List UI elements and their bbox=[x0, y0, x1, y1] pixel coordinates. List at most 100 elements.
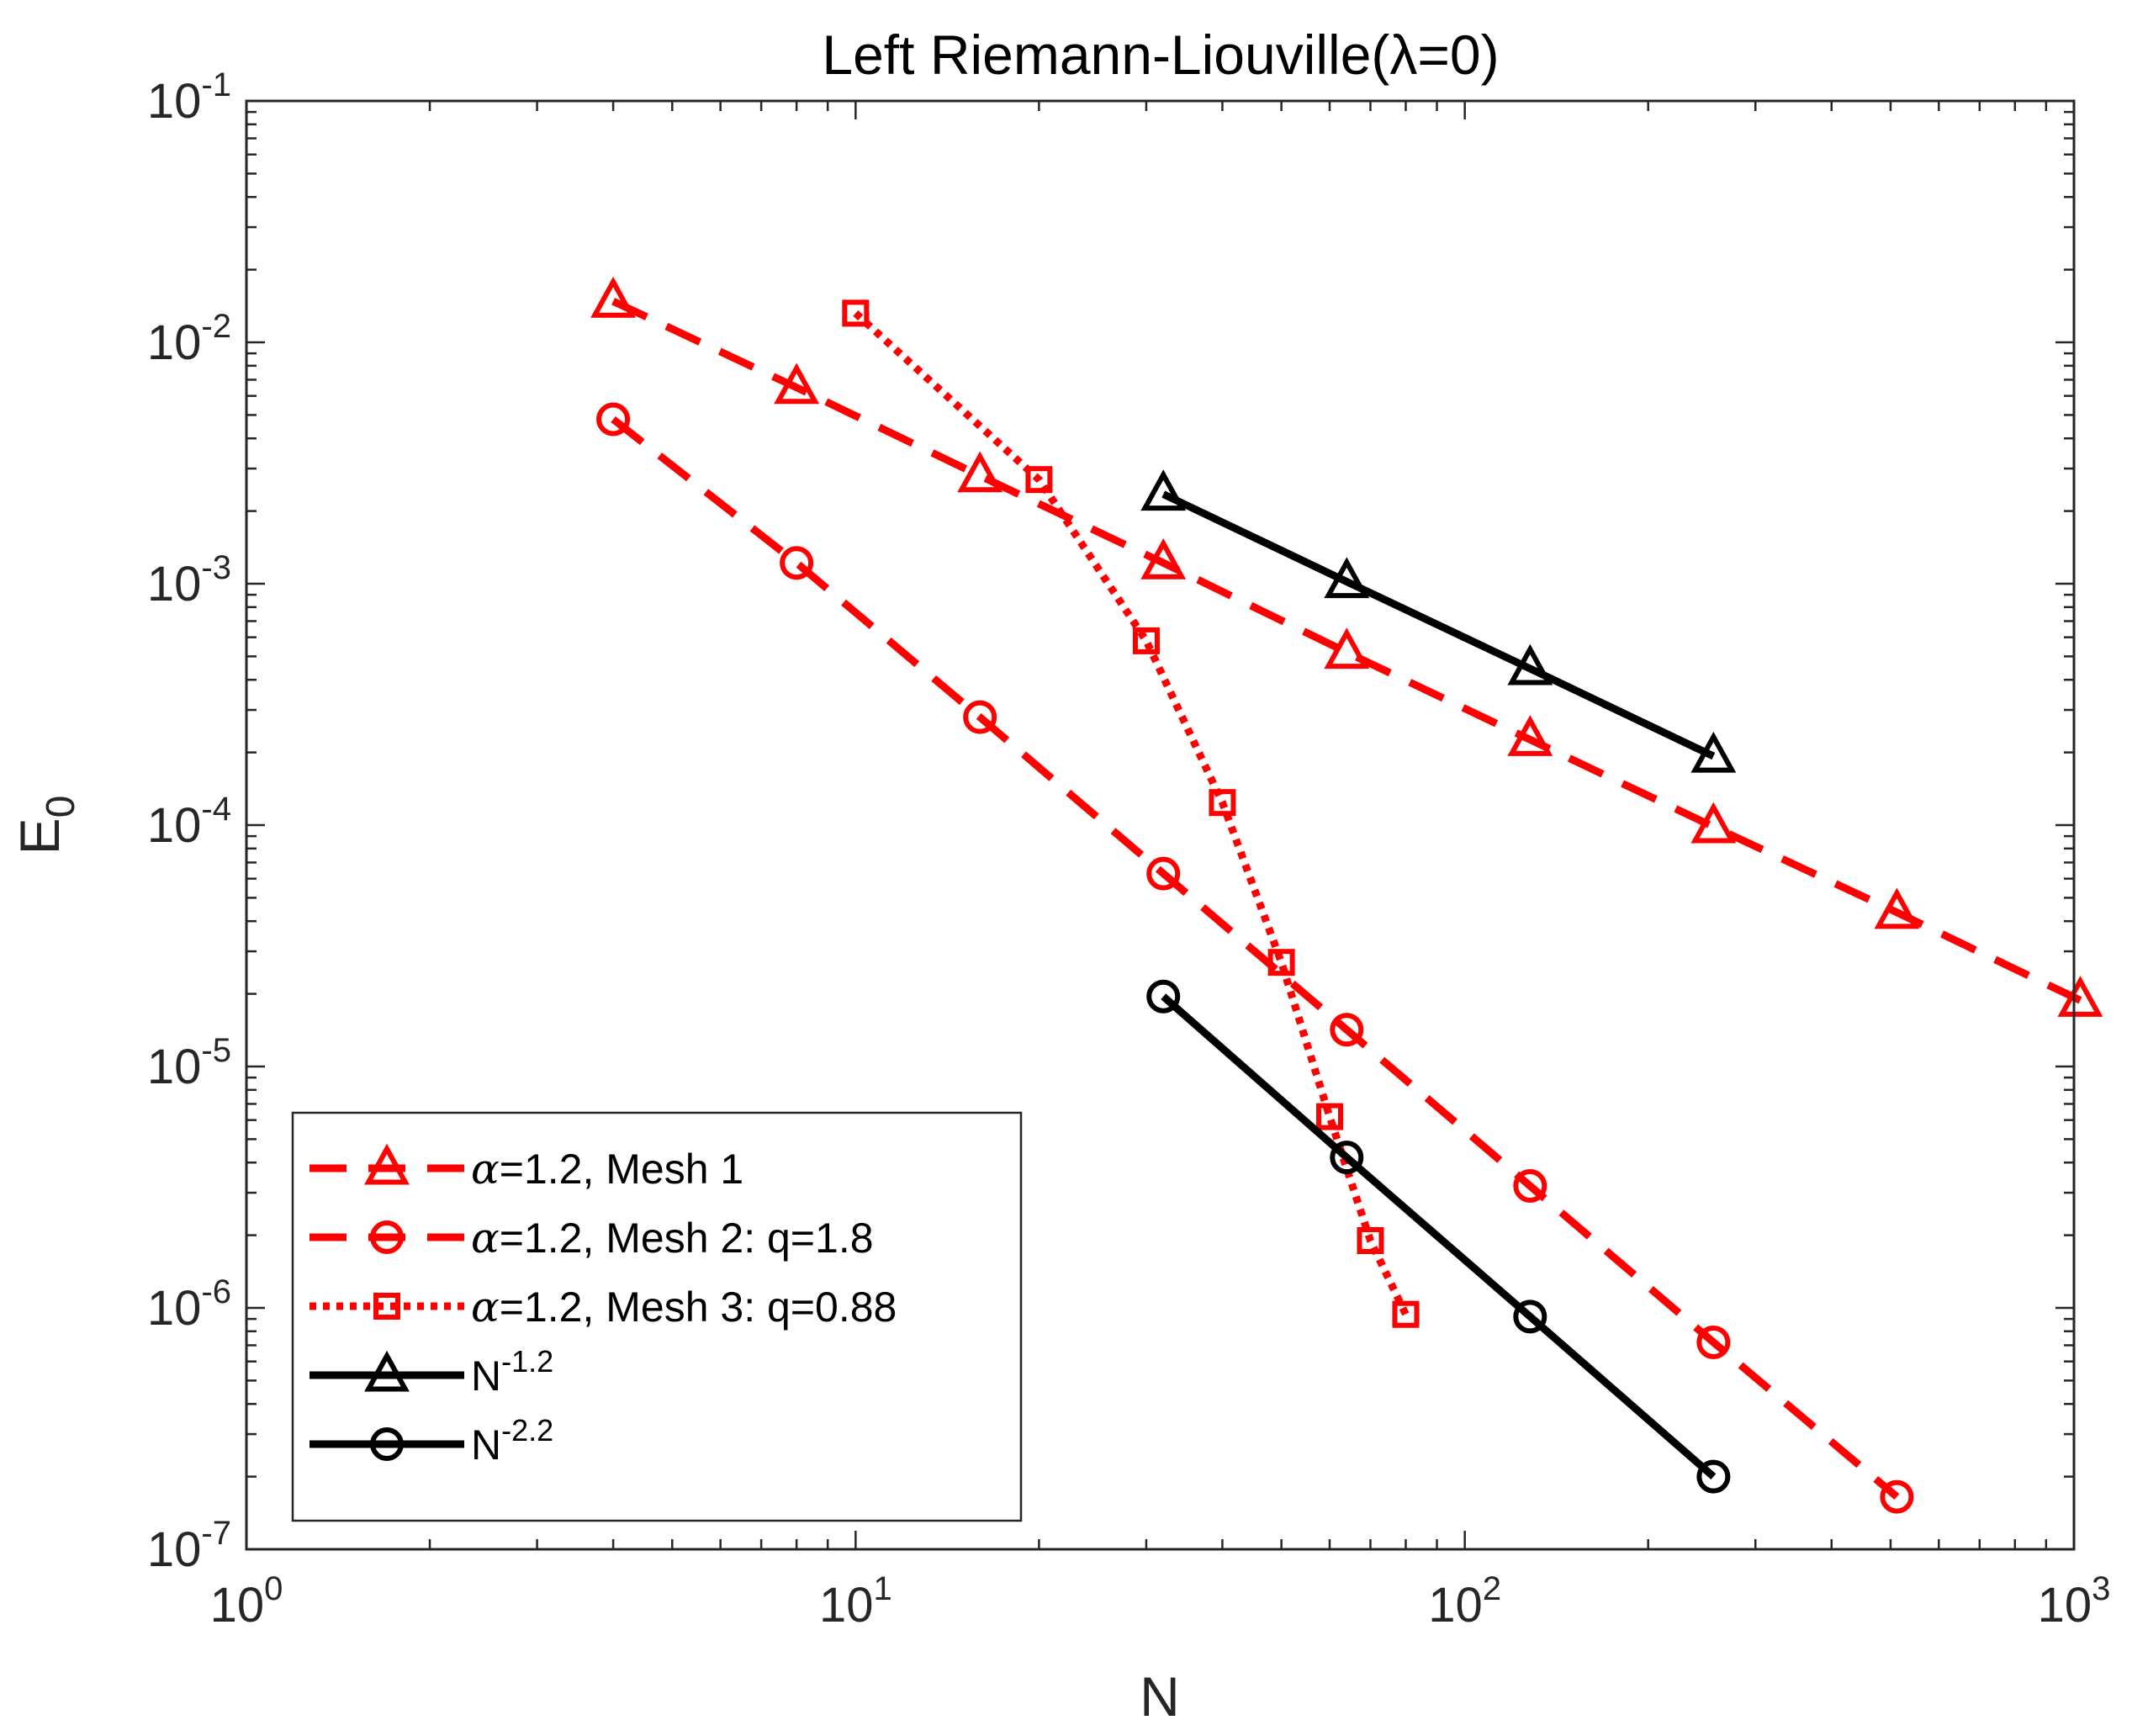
y-tick-label: 10-1 bbox=[147, 66, 231, 129]
chart-title: Left Riemann-Liouville(λ=0) bbox=[822, 24, 1499, 86]
y-tick-exponent: -3 bbox=[201, 549, 231, 586]
legend-item: α=1.2, Mesh 1 bbox=[309, 1143, 743, 1194]
series-3-point bbox=[1209, 789, 1236, 817]
legend: α=1.2, Mesh 1α=1.2, Mesh 2: q=1.8α=1.2, … bbox=[291, 1111, 1023, 1522]
legend-label-exponent: -2.2 bbox=[501, 1413, 553, 1448]
legend-marker bbox=[370, 1427, 404, 1461]
series-1-point bbox=[1507, 715, 1553, 756]
x-tick-base: 10 bbox=[1428, 1578, 1483, 1633]
y-tick-exponent: -4 bbox=[201, 791, 231, 828]
series-4 bbox=[1140, 469, 1737, 773]
series-1-point bbox=[1140, 538, 1187, 580]
series-5-line bbox=[1161, 993, 1717, 1479]
y-tick-label: 10-5 bbox=[147, 1032, 231, 1094]
x-tick-label: 101 bbox=[819, 1570, 892, 1633]
legend-label-greek: α bbox=[471, 1283, 500, 1331]
x-tick-labels: 100 101 102 103 bbox=[210, 1570, 2111, 1633]
series-5-point bbox=[1146, 979, 1181, 1014]
y-tick-label: 10-2 bbox=[147, 308, 231, 370]
legend-item: α=1.2, Mesh 2: q=1.8 bbox=[309, 1214, 874, 1262]
x-tick-label: 102 bbox=[1428, 1570, 1501, 1633]
y-tick-label: 10-4 bbox=[147, 791, 231, 853]
axes-box bbox=[245, 99, 2076, 1551]
series-2 bbox=[596, 402, 1914, 1514]
y-tick-exponent: -2 bbox=[201, 308, 231, 345]
series-3-point bbox=[1025, 466, 1053, 494]
series-2-point bbox=[1146, 856, 1181, 891]
legend-label-text: =1.2, Mesh 2: q=1.8 bbox=[500, 1215, 874, 1262]
legend-marker bbox=[364, 1350, 410, 1392]
legend-label: α=1.2, Mesh 3: q=0.88 bbox=[471, 1283, 897, 1331]
y-axis-label-base: E bbox=[8, 818, 71, 855]
series-group bbox=[590, 276, 2103, 1514]
series-2-point bbox=[596, 402, 631, 437]
series-1-line bbox=[611, 298, 2082, 1004]
series-4-point bbox=[1690, 731, 1737, 773]
legend-marker bbox=[364, 1143, 410, 1185]
legend-item: N-2.2 bbox=[309, 1413, 553, 1469]
y-tick-exponent: -7 bbox=[201, 1515, 231, 1552]
series-3-point bbox=[1132, 627, 1160, 654]
y-tick-base: 10 bbox=[147, 1281, 202, 1336]
x-tick-base: 10 bbox=[2038, 1578, 2092, 1633]
series-5-point bbox=[1696, 1459, 1731, 1494]
series-2-point bbox=[1880, 1479, 1914, 1514]
series-2-point bbox=[780, 546, 814, 580]
series-3-point bbox=[1392, 1300, 1420, 1328]
y-tick-exponent: -1 bbox=[201, 66, 231, 103]
series-1-point bbox=[774, 363, 820, 405]
y-axis-label: E0 bbox=[8, 796, 83, 855]
y-tick-label: 10-3 bbox=[147, 549, 231, 611]
legend-label-text: =1.2, Mesh 1 bbox=[500, 1146, 743, 1193]
series-1-point bbox=[1874, 887, 1920, 929]
series-3-line bbox=[853, 310, 1410, 1316]
legend-label: N-1.2 bbox=[471, 1344, 553, 1400]
legend-box bbox=[291, 1111, 1023, 1522]
legend-label-base: N bbox=[471, 1421, 501, 1469]
y-tick-base: 10 bbox=[147, 315, 202, 370]
series-2-line bbox=[611, 415, 1900, 1500]
series-2-point bbox=[1513, 1169, 1547, 1204]
series-4-point bbox=[1507, 643, 1553, 685]
legend-label-greek: α bbox=[471, 1145, 500, 1194]
y-tick-labels: 10-710-610-510-410-310-210-1 bbox=[147, 66, 231, 1577]
y-tick-base: 10 bbox=[147, 74, 202, 129]
x-tick-exponent: 2 bbox=[1483, 1570, 1501, 1607]
series-5-point bbox=[1330, 1141, 1364, 1175]
series-1-point bbox=[2057, 976, 2103, 1017]
x-tick-label: 103 bbox=[2038, 1570, 2111, 1633]
legend-label-text: =1.2, Mesh 3: q=0.88 bbox=[500, 1283, 897, 1331]
series-1-point bbox=[590, 276, 637, 318]
x-tick-base: 10 bbox=[210, 1578, 265, 1633]
x-tick-label: 100 bbox=[210, 1570, 283, 1633]
series-4-point bbox=[1324, 557, 1370, 599]
series-2-point bbox=[963, 700, 997, 734]
series-5 bbox=[1146, 979, 1731, 1494]
series-3-point bbox=[1267, 949, 1295, 977]
legend-item: N-1.2 bbox=[309, 1344, 553, 1400]
y-axis-label-subscript: 0 bbox=[39, 796, 83, 818]
y-tick-exponent: -6 bbox=[201, 1273, 231, 1310]
series-2-point bbox=[1330, 1013, 1364, 1047]
series-2-point bbox=[1696, 1325, 1731, 1359]
legend-item: α=1.2, Mesh 3: q=0.88 bbox=[309, 1283, 897, 1331]
y-tick-base: 10 bbox=[147, 1522, 202, 1577]
legend-marker bbox=[373, 1293, 400, 1320]
x-tick-exponent: 1 bbox=[873, 1570, 891, 1607]
y-tick-base: 10 bbox=[147, 1040, 202, 1094]
series-3-point bbox=[842, 299, 870, 327]
legend-label: N-2.2 bbox=[471, 1413, 553, 1469]
y-tick-label: 10-7 bbox=[147, 1515, 231, 1577]
y-tick-label: 10-6 bbox=[147, 1273, 231, 1336]
x-tick-exponent: 3 bbox=[2092, 1570, 2110, 1607]
x-tick-base: 10 bbox=[819, 1578, 874, 1633]
legend-label: α=1.2, Mesh 1 bbox=[471, 1145, 743, 1194]
series-4-point bbox=[1140, 469, 1187, 511]
x-axis-label: N bbox=[1140, 1665, 1180, 1728]
series-3 bbox=[842, 299, 1420, 1328]
legend-items: α=1.2, Mesh 1α=1.2, Mesh 2: q=1.8α=1.2, … bbox=[309, 1143, 897, 1469]
legend-label-base: N bbox=[471, 1352, 501, 1400]
series-5-point bbox=[1513, 1299, 1547, 1334]
